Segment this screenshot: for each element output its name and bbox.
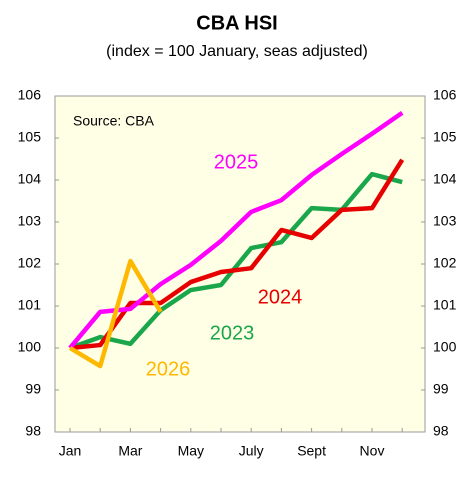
series-label: 2026 (146, 358, 191, 380)
y-tick-label: 106 (18, 87, 42, 103)
series-line (69, 171, 403, 351)
y2-tick-label: 101 (433, 297, 457, 313)
x-tick-label: Nov (360, 443, 385, 459)
chart-subtitle: (index = 100 January, seas adjusted) (106, 43, 368, 60)
series-line (68, 110, 404, 350)
y-tick-label: 100 (18, 339, 42, 355)
series-line (68, 258, 163, 369)
series-label: 2025 (214, 151, 259, 173)
series-label: 2024 (258, 286, 303, 308)
y2-tick-label: 106 (433, 87, 457, 103)
y-tick-label: 104 (18, 171, 42, 187)
y-tick-label: 105 (18, 129, 42, 145)
y-tick-label: 102 (18, 255, 42, 271)
x-tick-label: Jan (59, 443, 82, 459)
x-tick-label: July (239, 443, 264, 459)
chart-title: CBA HSI (196, 12, 277, 34)
y2-tick-label: 104 (433, 171, 457, 187)
y2-tick-label: 102 (433, 255, 457, 271)
y2-tick-label: 103 (433, 213, 457, 229)
y-tick-label: 101 (18, 297, 42, 313)
y2-tick-label: 100 (433, 339, 457, 355)
x-tick-label: May (178, 443, 204, 459)
y-tick-label: 98 (25, 423, 41, 439)
x-tick-label: Sept (297, 443, 326, 459)
y2-tick-label: 98 (433, 423, 449, 439)
y-tick-label: 103 (18, 213, 42, 229)
x-tick-label: Mar (118, 443, 142, 459)
series-label: 2023 (210, 322, 255, 344)
annotation: Source: CBA (73, 113, 155, 129)
y2-tick-label: 105 (433, 129, 457, 145)
y2-tick-label: 99 (433, 381, 449, 397)
y-tick-label: 99 (25, 381, 41, 397)
